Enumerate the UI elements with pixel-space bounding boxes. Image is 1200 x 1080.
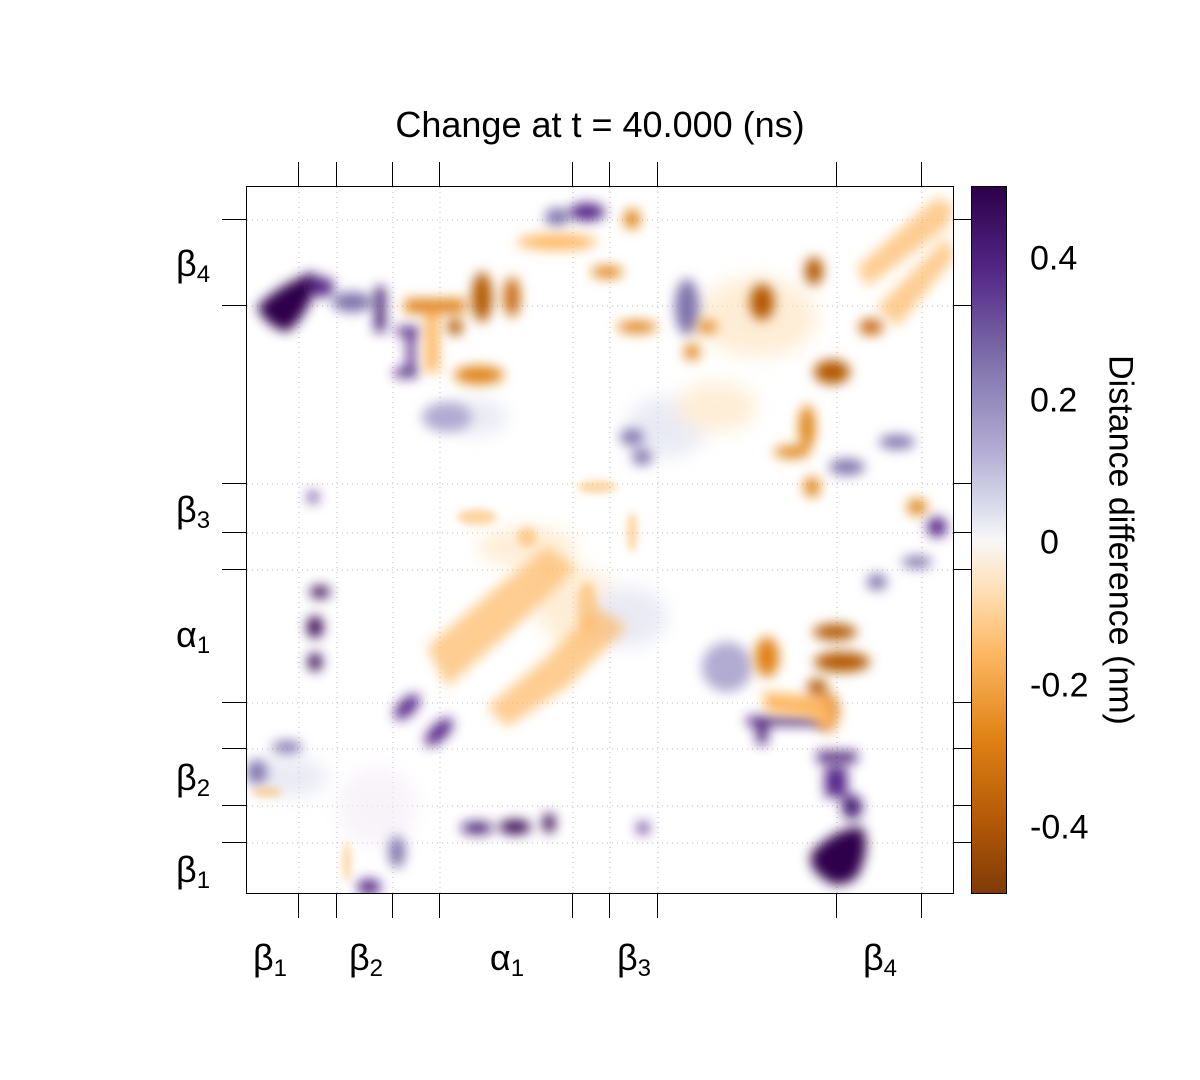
y-label-beta2: β2 (176, 757, 211, 802)
colorbar-tick-0.4: 0.4 (1030, 239, 1078, 278)
x-label-alpha1: α1 (489, 937, 525, 982)
chart-title: Change at t = 40.000 (ns) (395, 104, 805, 145)
x-label-beta4: β4 (862, 937, 898, 982)
y-label-beta1: β1 (176, 849, 211, 894)
colorbar (971, 186, 1007, 894)
colorbar-tick-neg0.2: -0.2 (1030, 666, 1089, 705)
y-label-beta3: β3 (176, 489, 211, 534)
y-label-alpha1: α1 (176, 614, 211, 659)
x-label-beta1: β1 (252, 937, 288, 982)
colorbar-tick-0.2: 0.2 (1030, 381, 1078, 420)
x-label-beta2: β2 (348, 937, 384, 982)
heatmap-plot-area (246, 186, 954, 894)
colorbar-tick-0: 0 (1040, 523, 1059, 562)
x-label-beta3: β3 (616, 937, 652, 982)
heatmap-canvas (247, 187, 953, 893)
colorbar-tick-neg0.4: -0.4 (1030, 808, 1089, 847)
y-label-beta4: β4 (176, 243, 211, 288)
colorbar-title: Distance difference (nm) (1101, 355, 1140, 725)
